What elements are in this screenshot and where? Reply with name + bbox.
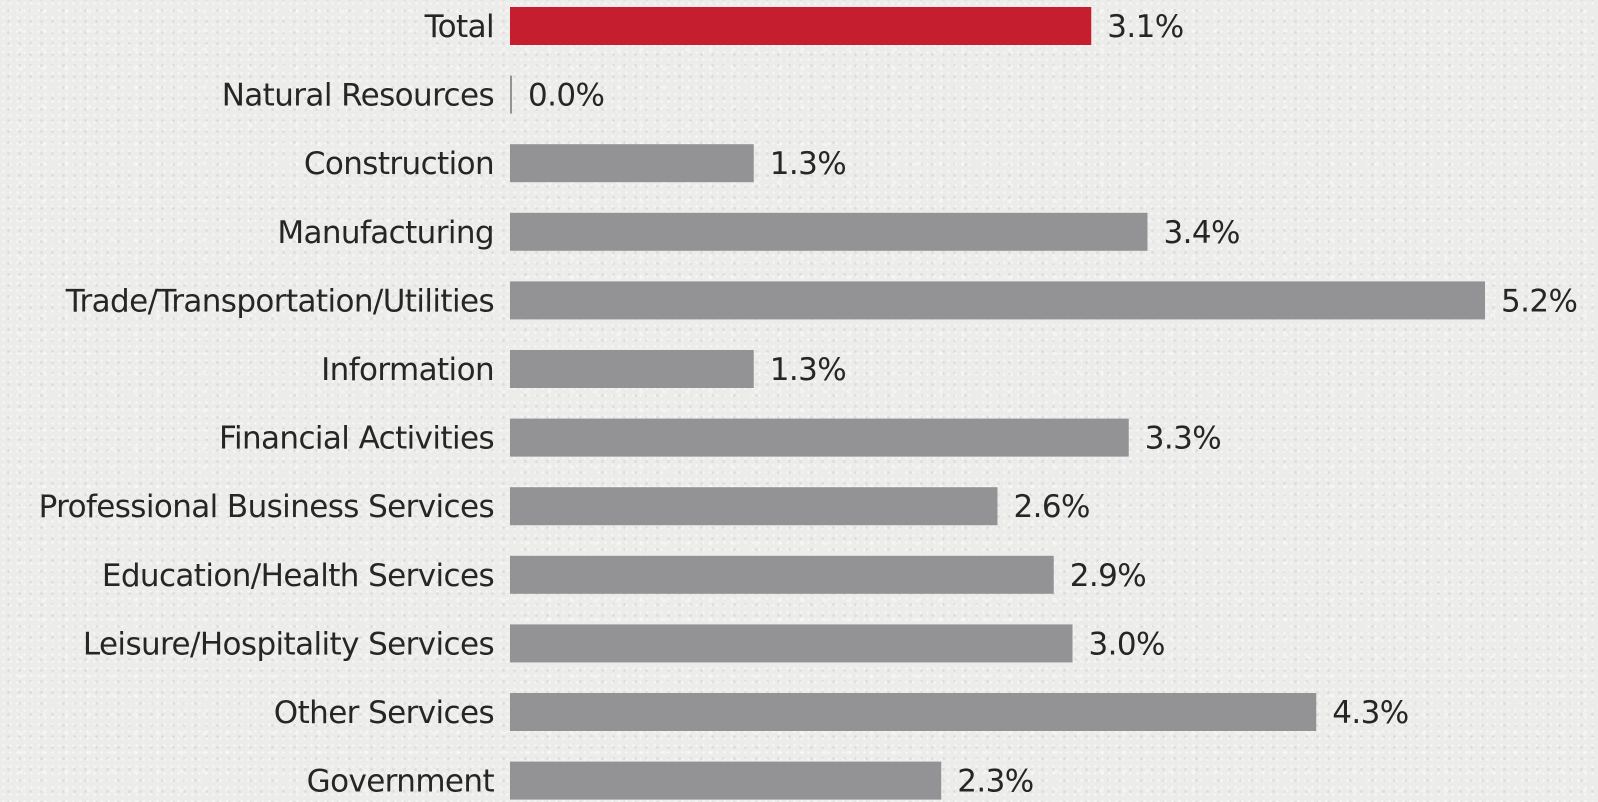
value-label-other-services: 4.3% — [1332, 695, 1408, 731]
value-label-natural-resources: 0.0% — [528, 78, 604, 114]
value-label-total: 3.1% — [1107, 9, 1183, 45]
bar-manufacturing — [510, 212, 1148, 251]
bar-natural-resources — [510, 75, 512, 114]
category-label-information: Information — [321, 352, 494, 388]
category-label-leisure-hospitality-services: Leisure/Hospitality Services — [83, 626, 494, 662]
bar-construction — [510, 144, 754, 183]
category-label-other-services: Other Services — [274, 695, 494, 731]
bar-government — [510, 761, 942, 800]
category-label-government: Government — [307, 764, 495, 800]
bar-other-services — [510, 693, 1317, 731]
category-label-manufacturing: Manufacturing — [277, 215, 494, 251]
category-label-financial-activities: Financial Activities — [219, 421, 494, 457]
bar-education-health-services — [510, 555, 1054, 594]
category-label-education-health-services: Education/Health Services — [102, 558, 494, 594]
bar-information — [510, 350, 754, 388]
category-label-construction: Construction — [304, 146, 494, 182]
value-label-education-health-services: 2.9% — [1070, 558, 1146, 594]
value-label-professional-business-services: 2.6% — [1014, 489, 1090, 525]
value-label-trade-transportation-utilities: 5.2% — [1501, 283, 1577, 319]
value-label-information: 1.3% — [770, 352, 846, 388]
category-label-professional-business-services: Professional Business Services — [39, 489, 494, 525]
bar-professional-business-services — [510, 487, 998, 526]
bar-trade-transportation-utilities — [510, 281, 1485, 320]
value-label-financial-activities: 3.3% — [1145, 421, 1221, 457]
bar-total — [510, 7, 1092, 45]
bar-financial-activities — [510, 418, 1129, 457]
value-label-construction: 1.3% — [770, 146, 846, 182]
category-label-total: Total — [424, 9, 494, 45]
value-label-manufacturing: 3.4% — [1164, 215, 1240, 251]
bar-leisure-hospitality-services — [510, 624, 1073, 663]
category-label-natural-resources: Natural Resources — [222, 78, 494, 114]
value-label-government: 2.3% — [957, 764, 1033, 800]
category-label-trade-transportation-utilities: Trade/Transportation/Utilities — [65, 283, 494, 319]
value-label-leisure-hospitality-services: 3.0% — [1089, 626, 1165, 662]
